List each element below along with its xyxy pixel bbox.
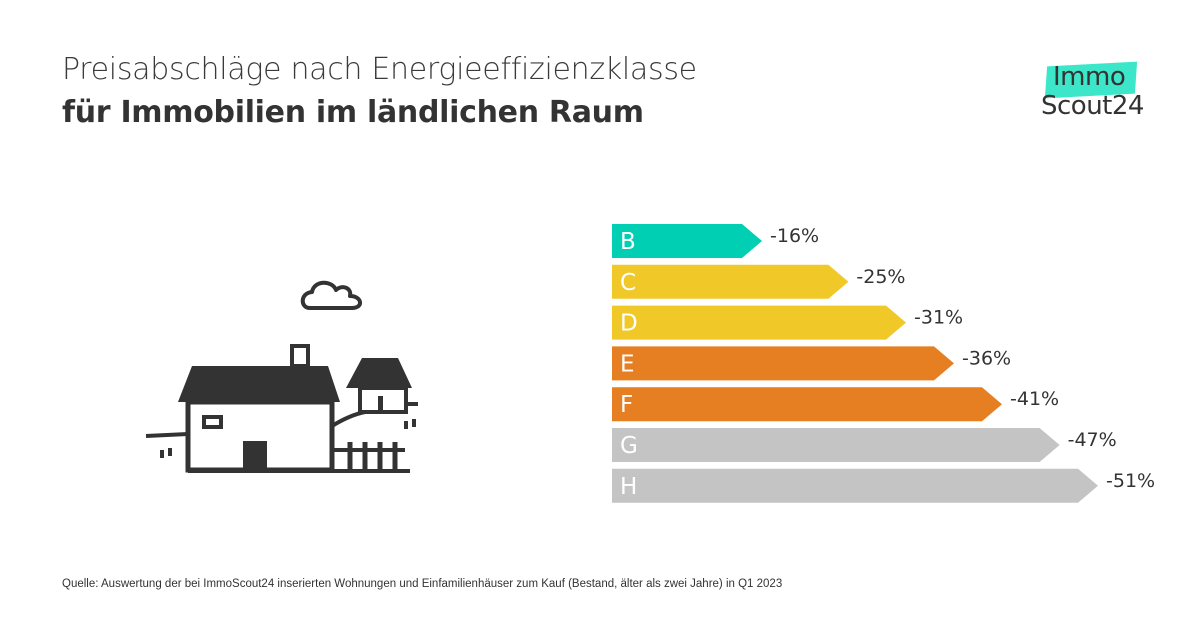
bar-c [612,264,849,299]
value-label-b: -16% [770,225,819,247]
category-label-g: G [620,433,638,459]
bar-group-d: D -31% [612,305,963,340]
value-label-d: -31% [914,307,963,329]
category-label-b: B [620,229,636,255]
category-label-d: D [620,311,638,337]
value-label-c: -25% [856,266,905,288]
bar-group-g: G -47% [612,428,1117,462]
bar-group-c: C -25% [612,264,905,299]
chart-title: Preisabschläge nach Energieeffizienzklas… [62,52,697,87]
bar-g [612,428,1060,462]
house-with-cloud-icon [145,280,418,473]
bar-b [612,224,762,258]
logo-line2: Scout24 [1041,91,1144,121]
value-label-h: -51% [1106,470,1155,492]
bar-group-b: B -16% [612,224,819,258]
category-label-h: H [620,474,637,500]
immoscout24-logo: Immo Scout24 [1038,58,1148,128]
cloud-icon [300,280,362,310]
value-label-e: -36% [962,347,1011,369]
category-label-f: F [620,392,633,418]
bar-d [612,305,906,340]
logo-line1: Immo [1053,62,1126,92]
value-label-g: -47% [1068,429,1117,451]
bar-group-f: F -41% [612,387,1059,422]
category-label-c: C [620,270,636,296]
category-label-e: E [620,351,635,377]
chart-subtitle: für Immobilien im ländlichen Raum [62,95,644,130]
bar-e [612,346,954,381]
bar-group-h: H -51% [612,468,1155,503]
bar-h [612,468,1098,503]
bar-f [612,387,1002,422]
value-label-f: -41% [1010,388,1059,410]
source-note: Quelle: Auswertung der bei ImmoScout24 i… [62,578,783,590]
bar-group-e: E -36% [612,346,1011,381]
